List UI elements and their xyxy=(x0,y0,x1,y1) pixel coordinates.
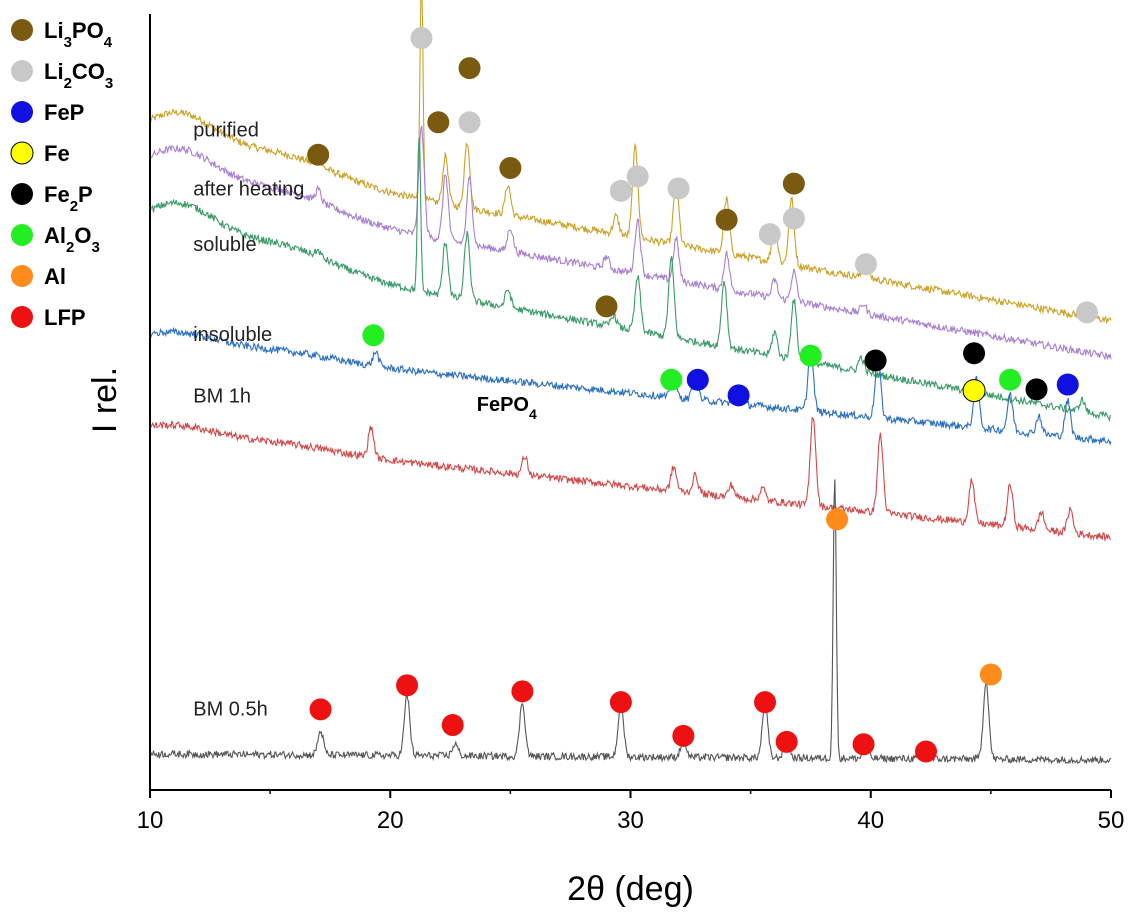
phase-marker-fe2p xyxy=(864,349,887,372)
series-label-soluble: soluble xyxy=(193,234,256,256)
legend-label-al2o3: Al2O3 xyxy=(44,223,100,256)
legend-label-fep: FeP xyxy=(44,100,84,125)
x-tick-label-30: 30 xyxy=(617,807,644,834)
phase-marker-fep xyxy=(1056,373,1079,396)
phase-marker-al2o3 xyxy=(362,324,385,347)
phase-marker-li2co3 xyxy=(626,165,649,188)
phase-marker-fep xyxy=(727,384,750,407)
phase-marker-lfp xyxy=(775,730,798,753)
phase-marker-fep xyxy=(686,368,709,391)
phase-marker-li3po4 xyxy=(782,172,805,195)
marker-layer xyxy=(307,27,1098,763)
legend-label-fe: Fe xyxy=(44,141,70,166)
phase-marker-li3po4 xyxy=(715,208,738,231)
legend-swatch-al2o3 xyxy=(11,224,33,246)
series-label-after-heating: after heating xyxy=(193,179,304,201)
phase-marker-fe2p xyxy=(963,342,986,365)
phase-marker-al xyxy=(826,508,849,531)
series-line-bm-1h xyxy=(149,416,1112,542)
phase-marker-li2co3 xyxy=(667,177,690,200)
phase-marker-lfp xyxy=(852,733,875,756)
legend-swatch-li3po4 xyxy=(11,19,33,41)
phase-marker-li3po4 xyxy=(458,57,481,80)
label-layer: purified after heating soluble insoluble BM … xyxy=(193,120,537,721)
y-axis-title: I rel. xyxy=(86,367,124,433)
legend-swatch-lfp xyxy=(11,306,33,328)
phase-marker-al2o3 xyxy=(799,344,822,367)
series-label-purified: purified xyxy=(193,120,259,142)
phase-marker-li2co3 xyxy=(854,253,877,276)
x-axis-title: 2θ (deg) xyxy=(567,870,694,908)
legend: Li3PO4 Li2CO3 FeP Fe Fe2P Al2O3 Al LFP xyxy=(10,18,113,330)
annotation-fepo4: FePO4 xyxy=(477,394,537,422)
legend-label-li3po4: Li3PO4 xyxy=(44,18,113,51)
x-tick-label-50: 50 xyxy=(1098,807,1125,834)
legend-item-al: Al xyxy=(11,264,66,289)
phase-marker-li2co3 xyxy=(758,223,781,246)
legend-label-al: Al xyxy=(44,264,66,289)
legend-swatch-fe2p xyxy=(11,183,33,205)
phase-marker-li2co3 xyxy=(782,207,805,230)
phase-marker-lfp xyxy=(396,674,419,697)
legend-item-fe: Fe xyxy=(10,141,70,166)
phase-marker-li2co3 xyxy=(458,111,481,134)
legend-label-lfp: LFP xyxy=(44,305,86,330)
series-line-purified xyxy=(149,0,1112,324)
series-line-insoluble xyxy=(149,326,1112,446)
phase-marker-li3po4 xyxy=(427,111,450,134)
legend-swatch-fe xyxy=(10,141,34,165)
series-line-after-heating xyxy=(149,125,1112,361)
x-tick-label-40: 40 xyxy=(857,807,884,834)
phase-marker-li3po4 xyxy=(307,143,330,166)
series-label-bm-0-5h: BM 0.5h xyxy=(193,698,267,720)
phase-marker-lfp xyxy=(609,691,632,714)
legend-swatch-li2co3 xyxy=(11,60,33,82)
x-tick-label-20: 20 xyxy=(377,807,404,834)
legend-swatch-al xyxy=(11,265,33,287)
series-label-insoluble: insoluble xyxy=(193,324,272,346)
x-tick-label-10: 10 xyxy=(137,807,164,834)
legend-swatch-fep xyxy=(11,101,33,123)
legend-item-fe2p: Fe2P xyxy=(11,182,93,215)
phase-marker-lfp xyxy=(672,724,695,747)
phase-marker-lfp xyxy=(915,740,938,763)
phase-marker-li3po4 xyxy=(499,156,522,179)
legend-item-al2o3: Al2O3 xyxy=(11,223,100,256)
axes: 10 20 30 40 50 2θ (deg) I rel. xyxy=(86,14,1124,908)
phase-marker-li2co3 xyxy=(410,27,433,50)
legend-label-fe2p: Fe2P xyxy=(44,182,93,215)
phase-marker-al2o3 xyxy=(999,368,1022,391)
phase-marker-lfp xyxy=(511,680,534,703)
phase-marker-al xyxy=(979,663,1002,686)
phase-marker-fe xyxy=(962,379,986,403)
phase-marker-lfp xyxy=(754,691,777,714)
series-line-bm-0-5h xyxy=(149,479,1112,765)
legend-item-li3po4: Li3PO4 xyxy=(11,18,113,51)
legend-item-li2co3: Li2CO3 xyxy=(11,59,113,92)
phase-marker-li2co3 xyxy=(1075,301,1098,324)
phase-marker-li2co3 xyxy=(609,179,632,202)
series-line-soluble xyxy=(149,137,1112,423)
phase-marker-lfp xyxy=(309,698,332,721)
phase-marker-fe2p xyxy=(1025,378,1048,401)
phase-marker-li3po4 xyxy=(595,295,618,318)
series-label-bm-1h: BM 1h xyxy=(193,386,251,408)
phase-marker-lfp xyxy=(441,714,464,737)
phase-marker-al2o3 xyxy=(660,368,683,391)
legend-item-lfp: LFP xyxy=(11,305,86,330)
legend-item-fep: FeP xyxy=(11,100,84,125)
series-layer xyxy=(149,0,1112,765)
legend-label-li2co3: Li2CO3 xyxy=(44,59,113,92)
